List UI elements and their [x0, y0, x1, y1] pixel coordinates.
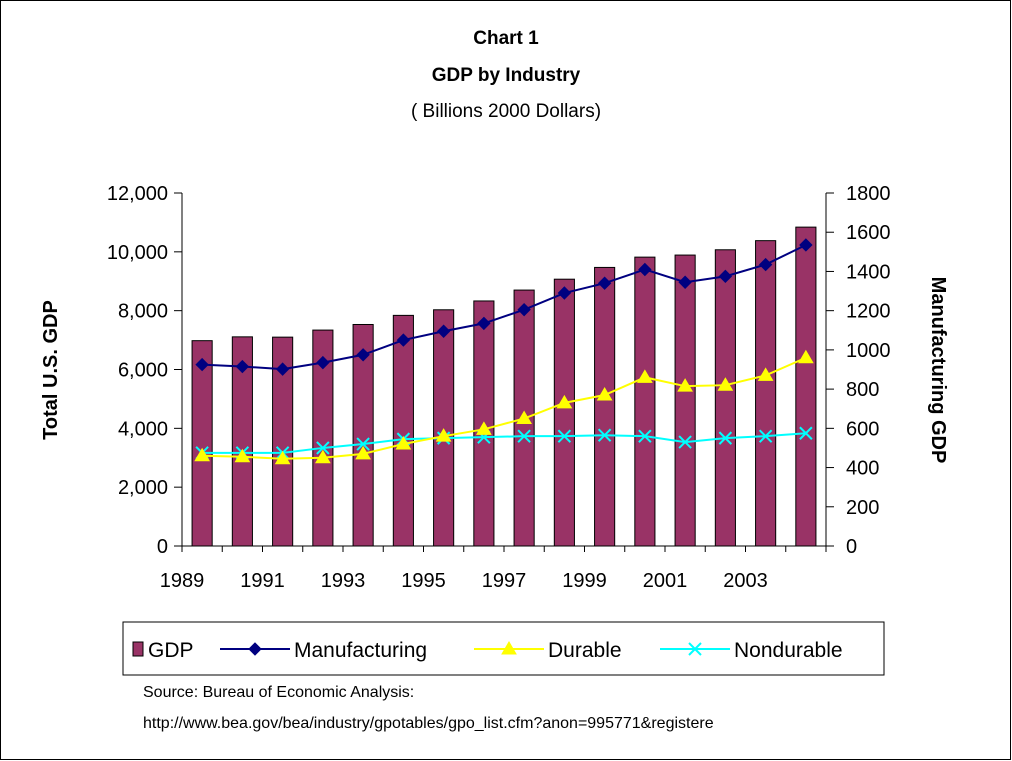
gdp-bar: [674, 254, 696, 547]
manufacturing-point: [678, 275, 692, 289]
right-tick-label: 1000: [846, 340, 891, 362]
manufacturing-point: [316, 355, 330, 370]
manufacturing-point: [517, 302, 531, 317]
durable-point: [274, 450, 291, 465]
x-tick-label: 1989: [160, 570, 205, 592]
nondurable-point: [316, 441, 330, 455]
manufacturing-point: [718, 269, 733, 284]
manufacturing-point: [356, 348, 370, 362]
x-tick-label: 1991: [240, 570, 285, 592]
durable-point: [637, 369, 653, 383]
manufacturing-point: [597, 276, 612, 290]
chart-subtitle: GDP by Industry: [431, 65, 581, 86]
manufacturing-point: [235, 359, 250, 374]
right-tick-label: 1600: [846, 222, 891, 244]
right-tick-label: 1800: [846, 183, 891, 205]
durable-point: [556, 394, 573, 409]
x-tick-label: 1993: [321, 570, 366, 592]
nondurable-point: [356, 437, 370, 451]
source-note: Source: Bureau of Economic Analysis:: [143, 684, 415, 701]
durable-point: [717, 377, 734, 391]
gdp-bar: [433, 309, 455, 547]
manufacturing-point: [758, 257, 773, 272]
durable-line: [202, 356, 807, 460]
nondurable-point: [718, 431, 733, 445]
gdp-bar: [191, 340, 213, 547]
nondurable-point: [557, 429, 572, 443]
durable-point: [355, 445, 371, 460]
manufacturing-point: [275, 362, 290, 376]
nondurable-point: [678, 435, 692, 449]
nondurable-point: [597, 428, 612, 442]
durable-point: [798, 349, 814, 364]
nondurable-point: [517, 429, 531, 443]
left-tick-label: 12,000: [107, 183, 168, 205]
durable-point: [234, 448, 251, 463]
source-url: http://www.bea.gov/bea/industry/gpotable…: [143, 715, 714, 732]
x-tick-label: 1995: [401, 570, 446, 592]
x-tick-label: 2003: [723, 570, 768, 592]
left-tick-label: 10,000: [107, 242, 168, 264]
gdp-bar: [795, 226, 817, 547]
legend-label-nondurable: Nondurable: [734, 639, 843, 662]
durable-point: [315, 449, 331, 464]
chart-units: ( Billions 2000 Dollars): [410, 101, 602, 122]
legend-label-manufacturing: Manufacturing: [294, 639, 427, 662]
durable-point: [435, 428, 452, 442]
right-tick-label: 400: [846, 458, 879, 480]
legend-marker-nondurable: [688, 642, 702, 656]
left-tick-label: 8,000: [118, 301, 168, 323]
durable-point: [757, 367, 774, 381]
right-tick-label: 1400: [846, 261, 891, 283]
gdp-bar: [553, 278, 575, 547]
durable-point: [677, 378, 693, 392]
left-tick-label: 2,000: [118, 477, 168, 499]
manufacturing-point: [436, 324, 451, 338]
x-tick-label: 2001: [643, 570, 688, 592]
gdp-bar: [594, 266, 616, 547]
right-tick-label: 1200: [846, 301, 891, 323]
left-tick-label: 4,000: [118, 418, 168, 440]
gdp-bar: [634, 256, 656, 547]
legend-label-durable: Durable: [548, 639, 622, 662]
manufacturing-point: [638, 262, 652, 277]
manufacturing-point: [799, 238, 813, 252]
right-tick-label: 800: [846, 379, 879, 401]
legend-marker-manufacturing: [248, 642, 262, 656]
right-tick-label: 0: [846, 536, 857, 558]
manufacturing-point: [396, 333, 411, 347]
nondurable-point: [799, 426, 813, 440]
right-axis-label: Manufacturing GDP: [927, 277, 949, 464]
gdp-bar: [755, 240, 777, 547]
legend-swatch-gdp: [132, 641, 144, 657]
gdp-bar: [714, 249, 736, 547]
nondurable-line: [202, 432, 806, 454]
right-tick-label: 200: [846, 497, 879, 519]
manufacturing-line: [202, 244, 807, 371]
durable-point: [516, 410, 532, 425]
left-tick-label: 0: [157, 536, 168, 558]
durable-point: [194, 447, 210, 462]
gdp-bar: [392, 314, 414, 547]
durable-point: [596, 387, 613, 401]
nondurable-point: [638, 429, 652, 443]
x-tick-label: 1997: [482, 570, 527, 592]
durable-point: [395, 436, 412, 450]
manufacturing-point: [477, 316, 491, 331]
legend-label-gdp: GDP: [148, 639, 194, 662]
chart-title: Chart 1: [473, 28, 539, 49]
left-tick-label: 6,000: [118, 360, 168, 382]
right-tick-label: 600: [846, 418, 879, 440]
manufacturing-point: [195, 357, 209, 372]
legend-marker-durable: [501, 641, 517, 655]
nondurable-point: [758, 429, 773, 443]
x-tick-label: 1999: [562, 570, 607, 592]
left-axis-label: Total U.S. GDP: [40, 300, 62, 440]
manufacturing-point: [557, 286, 572, 300]
durable-point: [476, 421, 492, 435]
